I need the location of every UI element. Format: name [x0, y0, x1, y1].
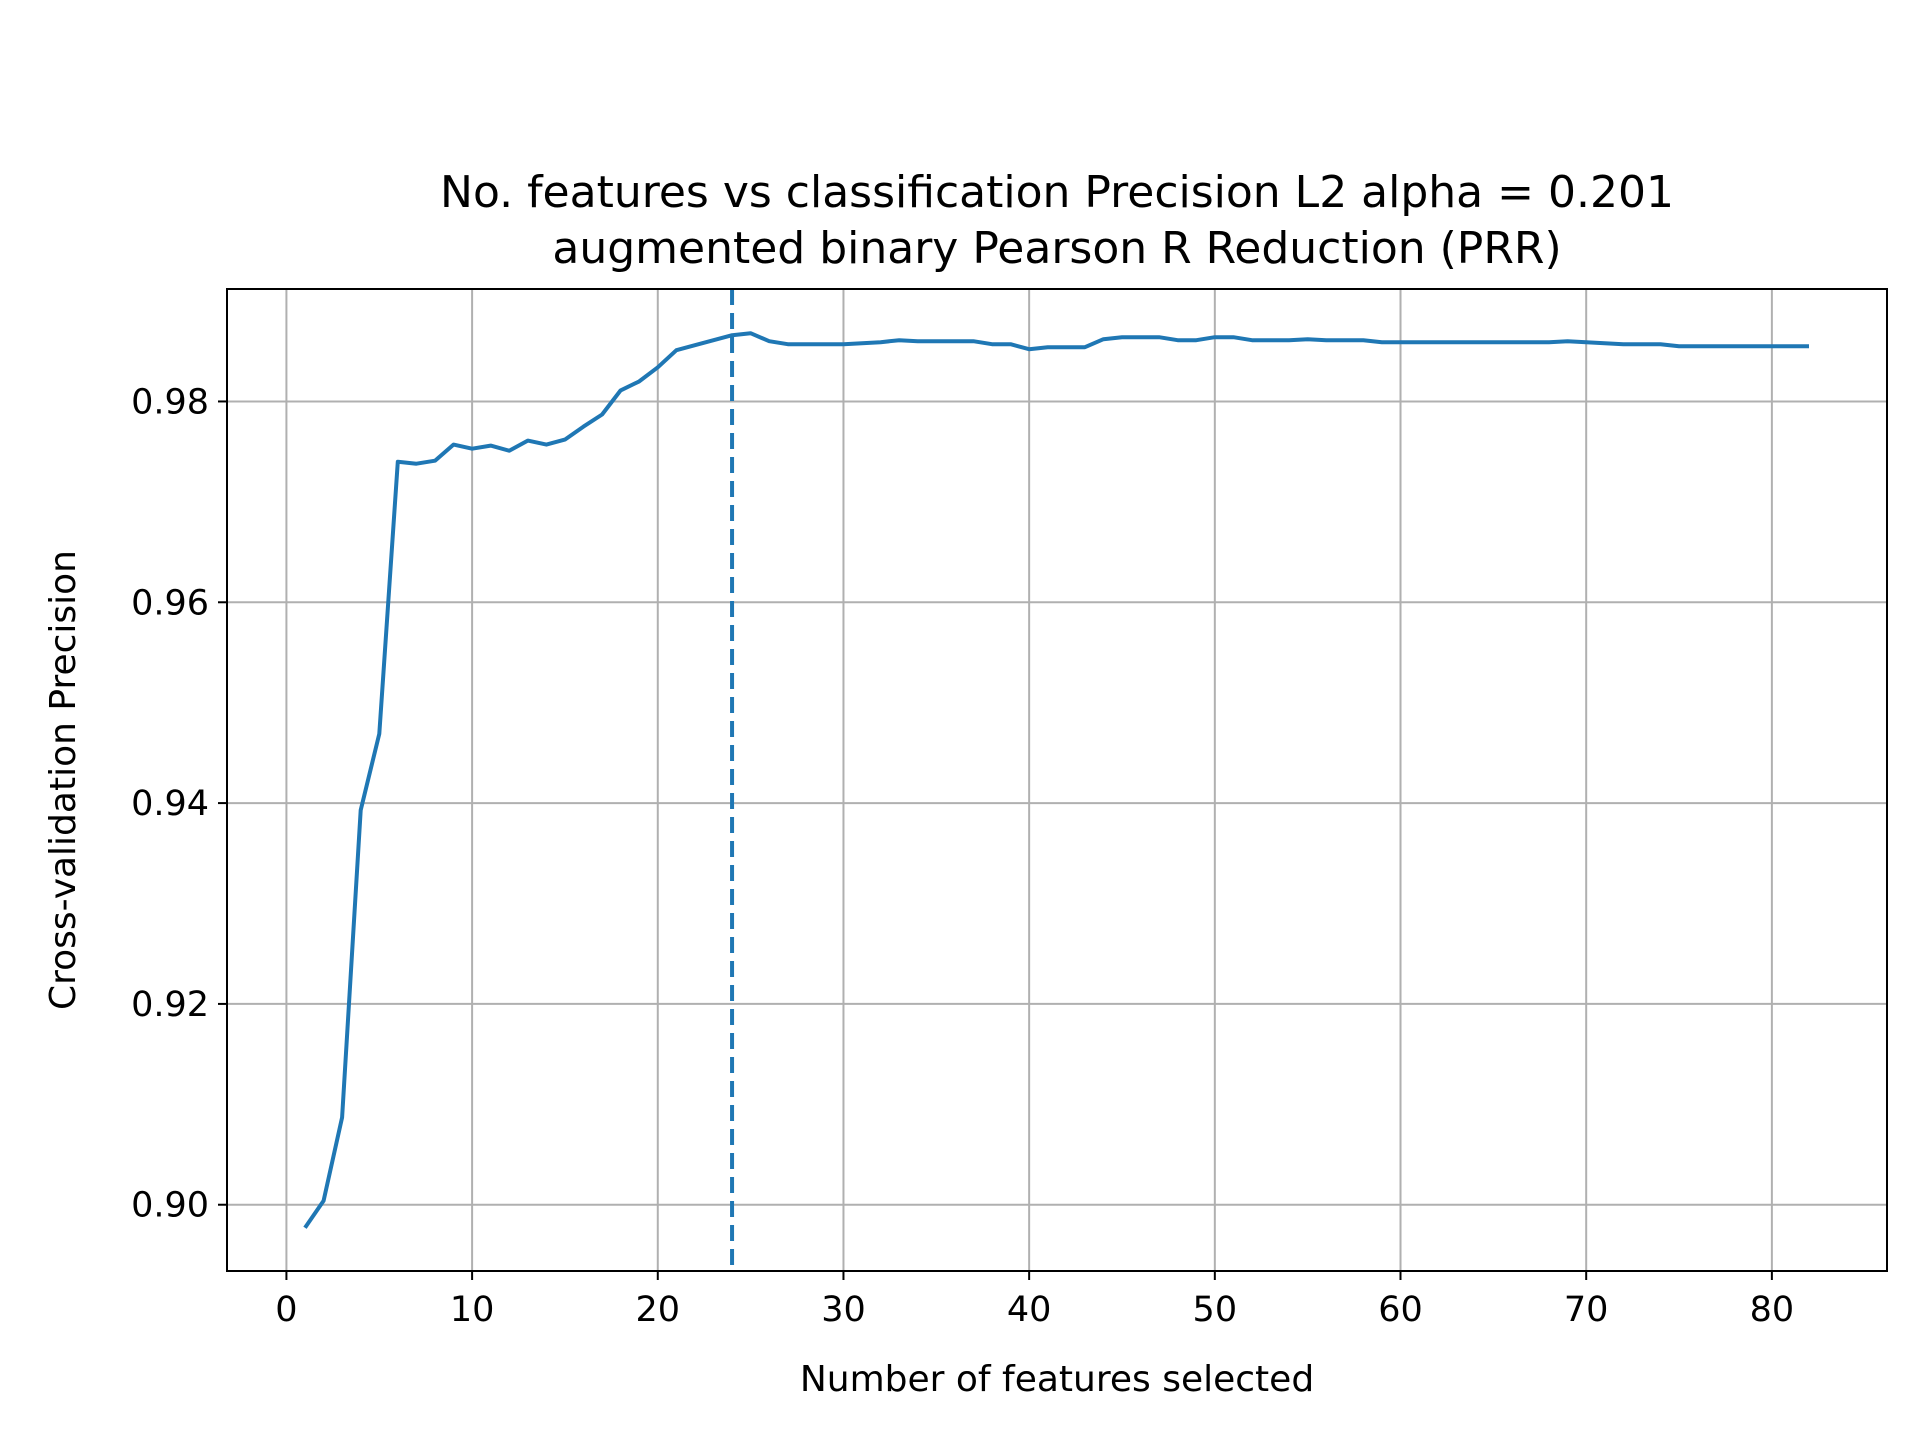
ticks: 0 10 20 30 40 50 60 70 80 0.90 0.92 0.94 0.96 0.98 [131, 382, 1794, 1330]
y-tick-label: 0.96 [131, 583, 209, 623]
x-tick-label: 60 [1378, 1290, 1423, 1330]
x-tick-label: 50 [1193, 1290, 1238, 1330]
plot-area [303, 289, 1809, 1271]
x-tick-label: 10 [450, 1290, 495, 1330]
series-line [303, 331, 1809, 1229]
x-tick-label: 0 [275, 1290, 297, 1330]
x-tick-label: 80 [1750, 1290, 1795, 1330]
x-tick-label: 20 [636, 1290, 681, 1330]
y-tick-label: 0.92 [131, 985, 209, 1025]
x-tick-label: 40 [1007, 1290, 1052, 1330]
y-tick-label: 0.90 [131, 1186, 209, 1226]
x-tick-label: 30 [821, 1290, 866, 1330]
chart-title-line-2: augmented binary Pearson R Reduction (PR… [552, 223, 1561, 274]
grid [227, 289, 1887, 1271]
x-axis-label: Number of features selected [800, 1359, 1314, 1400]
y-tick-label: 0.98 [131, 382, 209, 422]
chart-title-line-1: No. features vs classification Precision… [440, 167, 1674, 218]
y-tick-label: 0.94 [131, 784, 209, 824]
axes-frame [226, 288, 1888, 1272]
y-axis-label: Cross-validation Precision [43, 550, 84, 1010]
x-tick-label: 70 [1564, 1290, 1609, 1330]
